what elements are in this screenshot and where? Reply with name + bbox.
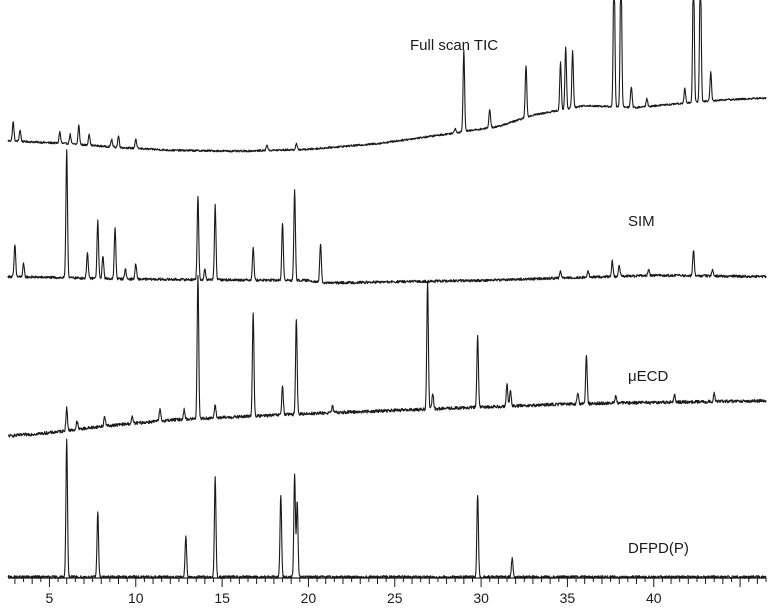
x-tick-label: 25 — [387, 590, 403, 606]
x-tick-label: 40 — [646, 590, 662, 606]
trace-label: μECD — [628, 368, 668, 385]
x-tick-label: 20 — [301, 590, 317, 606]
trace-label: DFPD(P) — [628, 540, 689, 557]
trace-label-group: Full scan TIC SIM μECD DFPD(P) — [410, 37, 689, 557]
trace-full-scan-tic — [7, 0, 767, 153]
x-tick-label: 35 — [560, 590, 576, 606]
x-axis: 5 10 15 20 25 30 35 40 — [8, 577, 767, 606]
x-tick-label: 30 — [473, 590, 489, 606]
trace-dfpd-p — [7, 438, 767, 579]
x-tick-label: 10 — [128, 590, 144, 606]
trace-μecd — [7, 275, 767, 438]
trace-group — [7, 0, 767, 579]
trace-sim — [7, 149, 767, 285]
x-tick-label: 15 — [214, 590, 230, 606]
x-tick-label: 5 — [46, 590, 54, 606]
trace-label: SIM — [628, 213, 655, 230]
trace-label: Full scan TIC — [410, 37, 498, 54]
